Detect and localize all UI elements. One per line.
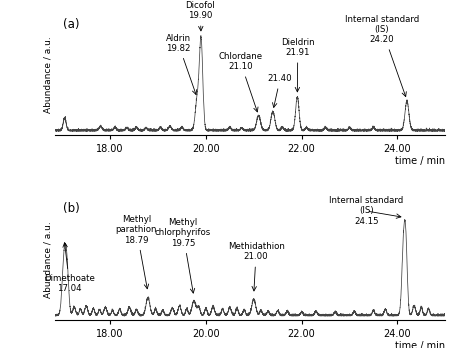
- Text: Methyl
chlorphyrifos
19.75: Methyl chlorphyrifos 19.75: [155, 218, 211, 293]
- X-axis label: time / min: time / min: [395, 156, 445, 166]
- Text: Internal standard
(IS)
24.20: Internal standard (IS) 24.20: [345, 15, 419, 97]
- X-axis label: time / min: time / min: [395, 341, 445, 348]
- Text: Internal standard
(IS)
24.15: Internal standard (IS) 24.15: [329, 196, 403, 226]
- Text: Dimethoate
17.04: Dimethoate 17.04: [44, 243, 95, 293]
- Text: Dicofol
19.90: Dicofol 19.90: [185, 1, 215, 31]
- Y-axis label: Abundance / a.u.: Abundance / a.u.: [43, 221, 52, 298]
- Text: Dieldrin
21.91: Dieldrin 21.91: [281, 38, 314, 92]
- Text: Methidathion
21.00: Methidathion 21.00: [228, 242, 285, 291]
- Text: Aldrin
19.82: Aldrin 19.82: [166, 33, 196, 95]
- Text: 21.40: 21.40: [268, 74, 292, 108]
- Text: Methyl
parathion
18.79: Methyl parathion 18.79: [116, 215, 157, 289]
- Text: (a): (a): [63, 17, 79, 31]
- Text: Chlordane
21.10: Chlordane 21.10: [218, 52, 263, 112]
- Text: (b): (b): [63, 202, 79, 215]
- Y-axis label: Abundance / a.u.: Abundance / a.u.: [43, 36, 52, 113]
